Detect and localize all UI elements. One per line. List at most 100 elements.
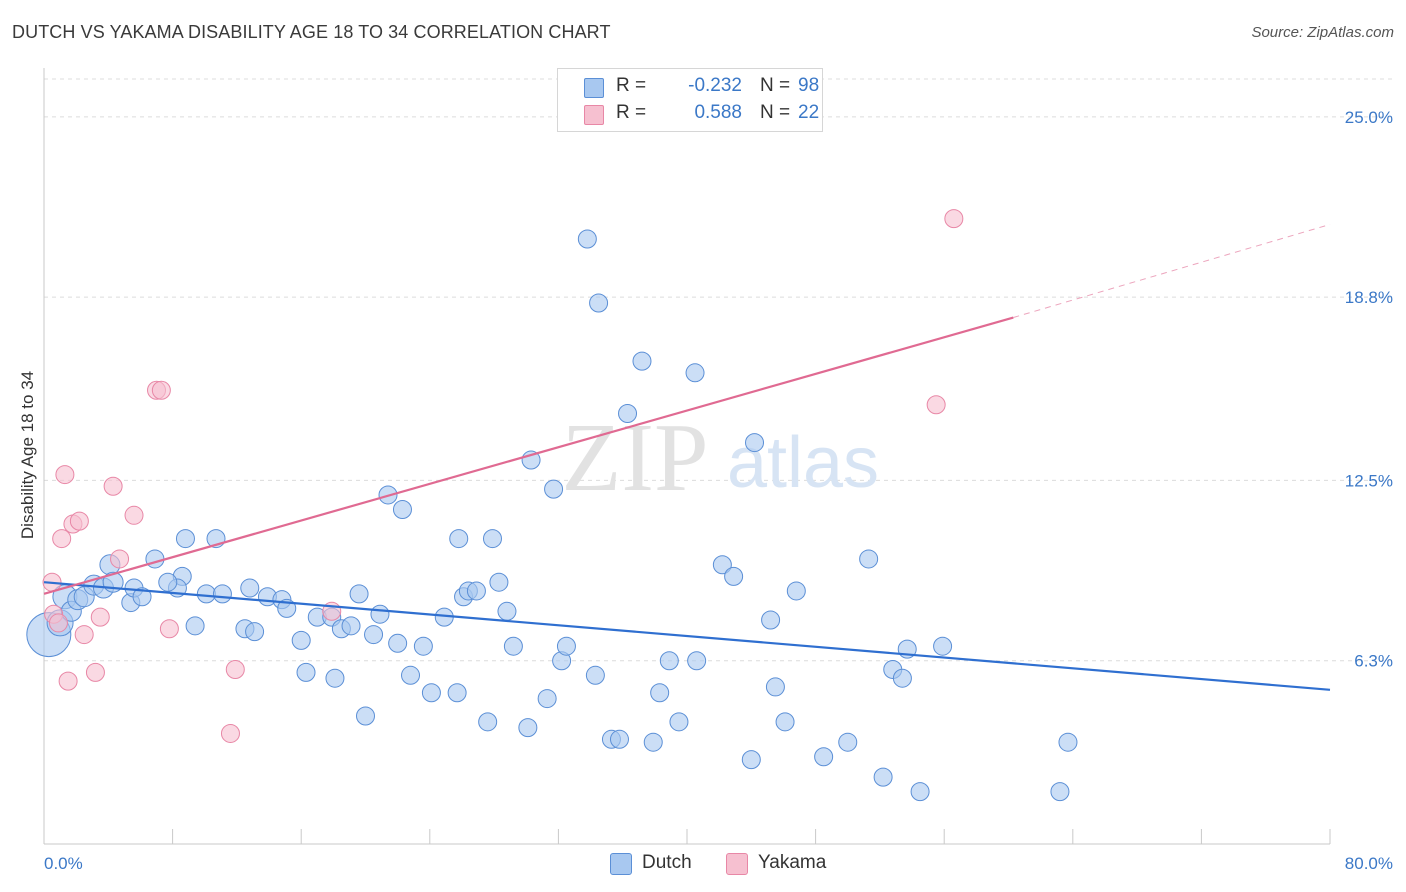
chart-source: Source: ZipAtlas.com <box>1251 24 1394 41</box>
legend-n-label: N = <box>760 75 791 96</box>
point-dutch <box>643 732 663 752</box>
y-tick-label: 25.0% <box>1345 108 1393 127</box>
point-dutch <box>291 630 311 650</box>
legend-r-label: R = <box>616 102 647 123</box>
trend-line-yakama <box>43 316 1014 595</box>
point-yakama <box>220 723 240 743</box>
grid-layer <box>44 78 1392 662</box>
y-tick-label: 12.5% <box>1345 471 1393 490</box>
point-dutch <box>356 706 375 726</box>
trend-extension-yakama <box>1013 223 1331 318</box>
point-yakama <box>74 625 94 645</box>
series-label-dutch: Dutch <box>642 852 692 873</box>
point-dutch <box>650 683 670 703</box>
point-dutch <box>296 662 316 682</box>
point-dutch <box>349 584 369 604</box>
legend-n-value: 98 <box>798 75 820 96</box>
point-dutch <box>632 351 652 371</box>
point-dutch <box>185 616 205 636</box>
x-tick-label: 0.0% <box>44 854 83 873</box>
legend-r-value: -0.232 <box>688 75 742 96</box>
point-dutch <box>447 683 467 703</box>
point-dutch <box>245 622 265 642</box>
point-dutch <box>240 578 260 598</box>
point-dutch <box>482 529 502 549</box>
point-dutch <box>497 601 517 621</box>
point-yakama <box>85 662 105 682</box>
point-dutch <box>585 665 605 685</box>
point-dutch <box>910 782 930 802</box>
point-dutch <box>669 712 689 732</box>
point-dutch <box>401 665 421 685</box>
point-dutch <box>370 604 390 624</box>
point-dutch <box>933 636 953 656</box>
point-dutch <box>518 718 538 738</box>
chart-title: DUTCH VS YAKAMA DISABILITY AGE 18 TO 34 … <box>12 22 611 42</box>
legend-n-value: 22 <box>798 102 820 123</box>
point-dutch <box>449 529 469 549</box>
point-dutch <box>618 404 638 424</box>
point-dutch <box>1058 732 1078 752</box>
point-dutch <box>503 636 523 656</box>
point-dutch <box>175 529 195 549</box>
point-yakama <box>90 607 110 627</box>
series-swatch-yakama <box>726 853 748 875</box>
point-dutch <box>466 581 486 601</box>
point-dutch <box>196 584 216 604</box>
point-dutch <box>132 587 152 607</box>
point-yakama <box>103 476 123 496</box>
point-yakama <box>124 505 144 525</box>
point-dutch <box>212 584 232 604</box>
point-yakama <box>926 395 946 415</box>
trend-line-dutch <box>43 581 1331 691</box>
point-yakama <box>225 659 245 679</box>
point-dutch <box>775 712 795 732</box>
point-dutch <box>556 636 576 656</box>
point-dutch <box>859 549 879 569</box>
point-yakama <box>48 613 68 633</box>
point-dutch <box>537 689 557 709</box>
point-dutch <box>838 732 858 752</box>
y-tick-label: 6.3% <box>1354 652 1393 671</box>
correlation-legend: R = -0.232 N = 98 R = 0.588 N = 22 <box>557 68 823 132</box>
point-dutch <box>724 566 744 586</box>
point-dutch <box>478 712 498 732</box>
point-dutch <box>158 572 178 592</box>
point-dutch <box>341 616 361 636</box>
series-swatch-dutch <box>610 853 632 875</box>
legend-r-value: 0.588 <box>694 102 742 123</box>
legend-n-label: N = <box>760 102 791 123</box>
point-dutch <box>392 499 412 519</box>
axis-layer <box>43 68 1331 845</box>
watermark-zip: ZIP <box>562 404 709 512</box>
x-tick-label: 80.0% <box>1345 854 1393 873</box>
point-yakama <box>159 619 179 639</box>
point-dutch <box>589 293 609 313</box>
point-dutch <box>364 625 384 645</box>
legend-swatch-dutch <box>584 78 604 98</box>
point-dutch <box>765 677 785 697</box>
point-dutch <box>544 479 564 499</box>
points-layer <box>26 209 1078 802</box>
point-dutch <box>786 581 806 601</box>
point-dutch <box>577 229 597 249</box>
point-yakama <box>52 529 72 549</box>
point-dutch <box>685 363 705 383</box>
point-dutch <box>609 729 629 749</box>
point-yakama <box>58 671 78 691</box>
point-dutch <box>814 747 834 767</box>
point-dutch <box>413 636 433 656</box>
series-label-yakama: Yakama <box>758 852 827 873</box>
tick-labels: 6.3% 12.5% 18.8% 25.0% 0.0% 80.0% <box>44 108 1393 873</box>
point-dutch <box>145 549 165 569</box>
point-dutch <box>325 668 345 688</box>
point-dutch <box>489 572 509 592</box>
watermark: ZIP atlas <box>562 404 880 512</box>
point-dutch <box>873 767 893 787</box>
point-yakama <box>55 465 75 485</box>
point-dutch <box>741 750 761 770</box>
point-dutch <box>388 633 408 653</box>
point-yakama <box>110 549 130 569</box>
legend-r-label: R = <box>616 75 647 96</box>
